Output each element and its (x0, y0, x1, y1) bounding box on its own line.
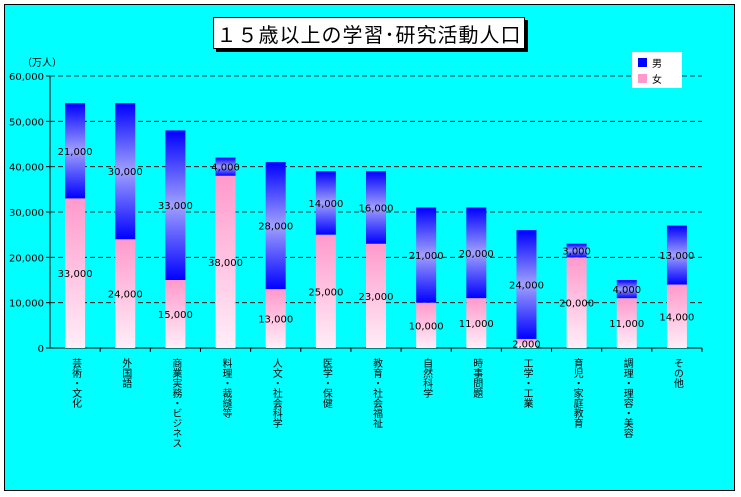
category-label: 育児・家庭教育 (571, 357, 583, 429)
data-label-male: 24,000 (509, 281, 544, 292)
category-label: その他 (671, 358, 683, 389)
bar-female (265, 289, 286, 348)
data-label-female: 20,000 (559, 299, 594, 310)
y-tick-label: 10,000 (9, 299, 44, 310)
data-label-female: 2,000 (512, 339, 541, 350)
legend-label: 男 (652, 58, 662, 70)
data-label-male: 13,000 (659, 251, 694, 262)
category-label: 医学・保健 (320, 358, 332, 409)
unit-label: （万人） (22, 57, 62, 69)
data-label-male: 3,000 (562, 247, 591, 258)
y-tick-label: 50,000 (9, 117, 44, 128)
data-label-male: 21,000 (58, 147, 93, 158)
bar-female (65, 198, 86, 348)
legend-swatch (638, 58, 647, 67)
data-label-male: 21,000 (409, 251, 444, 262)
bar-female (366, 243, 386, 348)
bar-male (516, 230, 537, 339)
bar-male (315, 171, 336, 235)
data-label-female: 25,000 (308, 287, 343, 298)
bar-male (115, 103, 136, 240)
data-label-female: 11,000 (609, 319, 644, 330)
legend-label: 女 (652, 73, 662, 86)
data-label-female: 11,000 (459, 319, 494, 330)
bar-female (566, 257, 587, 348)
category-label: 商業実務・ビジネス (170, 357, 182, 448)
legend-swatch (638, 74, 647, 83)
data-label-male: 33,000 (158, 201, 193, 212)
data-label-male: 4,000 (211, 163, 240, 174)
bar-male (215, 157, 236, 176)
category-label: 自然科学 (421, 357, 433, 398)
category-label: 時事問題 (471, 358, 483, 398)
bar-male (466, 207, 487, 299)
bar-male (666, 225, 687, 285)
bar-female (315, 234, 336, 348)
bar-male (265, 162, 286, 290)
bar-female (115, 239, 136, 348)
y-tick-label: 0 (38, 344, 44, 355)
chart-title-text: １５歳以上の学習･研究活動人口 (216, 22, 522, 47)
data-label-male: 30,000 (108, 167, 143, 178)
bar-male (416, 207, 437, 303)
y-tick-label: 40,000 (9, 163, 44, 174)
category-label: 外国語 (120, 358, 132, 389)
bar-female (516, 338, 537, 348)
bar-female (616, 298, 637, 348)
y-tick-label: 30,000 (9, 208, 44, 219)
category-label: 芸術・文化 (70, 357, 82, 408)
category-label: 教育・社会福祉 (371, 357, 383, 428)
data-label-female: 13,000 (258, 315, 293, 326)
category-label: 工学・工業 (521, 358, 533, 409)
data-label-male: 14,000 (308, 199, 343, 210)
data-label-male: 28,000 (258, 222, 293, 233)
bar-female (165, 280, 186, 348)
bar-female (215, 175, 236, 348)
y-tick-label: 20,000 (9, 253, 44, 264)
bar-female (416, 302, 437, 348)
bar-male (616, 280, 637, 299)
data-label-female: 38,000 (208, 258, 243, 269)
data-label-female: 24,000 (108, 290, 143, 301)
data-label-female: 10,000 (409, 321, 444, 332)
bar-female (666, 284, 687, 348)
y-tick-label: 60,000 (9, 72, 44, 83)
chart-title: １５歳以上の学習･研究活動人口 (213, 17, 525, 49)
category-label: 調理・理容・美容 (621, 357, 633, 439)
bar-male (65, 103, 86, 199)
bar-female (466, 298, 487, 348)
bar-male (366, 171, 386, 244)
data-label-male: 4,000 (612, 285, 641, 296)
data-label-female: 15,000 (158, 310, 193, 321)
data-label-male: 20,000 (459, 249, 494, 260)
category-label: 人文・社会科学 (270, 358, 282, 428)
bar-male (566, 243, 587, 258)
category-label: 料理・裁縫等 (220, 357, 232, 418)
data-label-female: 14,000 (659, 312, 694, 323)
data-label-female: 33,000 (58, 269, 93, 280)
data-label-male: 16,000 (359, 203, 394, 214)
bar-male (165, 130, 186, 280)
data-label-female: 23,000 (359, 292, 394, 303)
